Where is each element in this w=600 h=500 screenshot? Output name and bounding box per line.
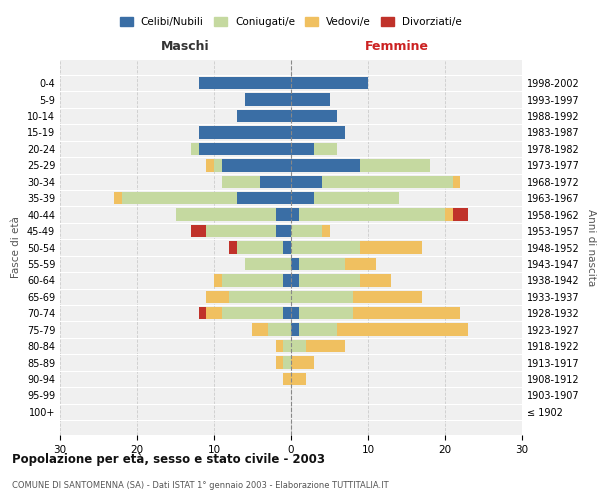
Bar xyxy=(283,307,291,320)
Bar xyxy=(237,110,291,122)
Bar xyxy=(283,242,291,254)
Bar xyxy=(275,340,283,352)
Bar xyxy=(291,110,337,122)
Bar xyxy=(206,159,214,172)
Bar xyxy=(299,258,345,270)
Y-axis label: Fasce di età: Fasce di età xyxy=(11,216,21,278)
Text: Maschi: Maschi xyxy=(160,40,209,52)
Bar xyxy=(291,258,299,270)
Bar xyxy=(314,143,337,155)
Bar xyxy=(299,324,337,336)
Bar xyxy=(199,307,206,320)
Bar xyxy=(291,373,307,385)
Bar xyxy=(275,356,283,368)
Bar xyxy=(291,307,299,320)
Bar xyxy=(237,192,291,204)
Bar xyxy=(453,208,468,221)
Bar xyxy=(360,242,422,254)
Bar xyxy=(299,208,445,221)
Bar xyxy=(206,307,222,320)
Bar xyxy=(191,225,206,237)
Bar xyxy=(291,324,299,336)
Bar xyxy=(275,225,291,237)
Bar xyxy=(283,340,291,352)
Bar xyxy=(291,126,345,138)
Bar xyxy=(291,274,299,286)
Bar xyxy=(222,159,291,172)
Bar xyxy=(299,274,360,286)
Bar xyxy=(291,208,299,221)
Text: Popolazione per età, sesso e stato civile - 2003: Popolazione per età, sesso e stato civil… xyxy=(12,452,325,466)
Bar xyxy=(229,242,237,254)
Bar xyxy=(299,307,353,320)
Bar xyxy=(291,340,307,352)
Text: COMUNE DI SANTOMENNA (SA) - Dati ISTAT 1° gennaio 2003 - Elaborazione TUTTITALIA: COMUNE DI SANTOMENNA (SA) - Dati ISTAT 1… xyxy=(12,480,389,490)
Bar xyxy=(337,324,468,336)
Bar xyxy=(199,143,291,155)
Bar xyxy=(353,307,460,320)
Bar xyxy=(222,307,283,320)
Bar xyxy=(245,94,291,106)
Bar xyxy=(291,77,368,90)
Bar xyxy=(291,290,353,303)
Bar xyxy=(206,290,229,303)
Bar xyxy=(237,242,283,254)
Bar xyxy=(114,192,122,204)
Legend: Celibi/Nubili, Coniugati/e, Vedovi/e, Divorziati/e: Celibi/Nubili, Coniugati/e, Vedovi/e, Di… xyxy=(116,12,466,32)
Bar xyxy=(245,258,291,270)
Y-axis label: Anni di nascita: Anni di nascita xyxy=(586,209,596,286)
Bar xyxy=(360,274,391,286)
Bar xyxy=(214,159,222,172)
Bar xyxy=(322,225,329,237)
Bar xyxy=(191,143,199,155)
Bar xyxy=(229,290,291,303)
Bar xyxy=(206,225,275,237)
Bar xyxy=(283,373,291,385)
Bar xyxy=(283,356,291,368)
Bar xyxy=(214,274,222,286)
Bar xyxy=(445,208,453,221)
Bar xyxy=(360,159,430,172)
Bar xyxy=(291,94,329,106)
Text: Femmine: Femmine xyxy=(365,40,429,52)
Bar xyxy=(199,77,291,90)
Bar xyxy=(353,290,422,303)
Bar xyxy=(291,143,314,155)
Bar xyxy=(275,208,291,221)
Bar xyxy=(260,176,291,188)
Bar xyxy=(268,324,291,336)
Bar xyxy=(291,242,360,254)
Bar xyxy=(122,192,237,204)
Bar xyxy=(222,176,260,188)
Bar xyxy=(322,176,453,188)
Bar xyxy=(283,274,291,286)
Bar xyxy=(307,340,345,352)
Bar xyxy=(199,126,291,138)
Bar xyxy=(291,176,322,188)
Bar xyxy=(291,192,314,204)
Bar xyxy=(345,258,376,270)
Bar xyxy=(176,208,275,221)
Bar xyxy=(253,324,268,336)
Bar xyxy=(291,159,360,172)
Bar xyxy=(222,274,283,286)
Bar xyxy=(453,176,460,188)
Bar xyxy=(291,225,322,237)
Bar xyxy=(291,356,314,368)
Bar xyxy=(314,192,399,204)
